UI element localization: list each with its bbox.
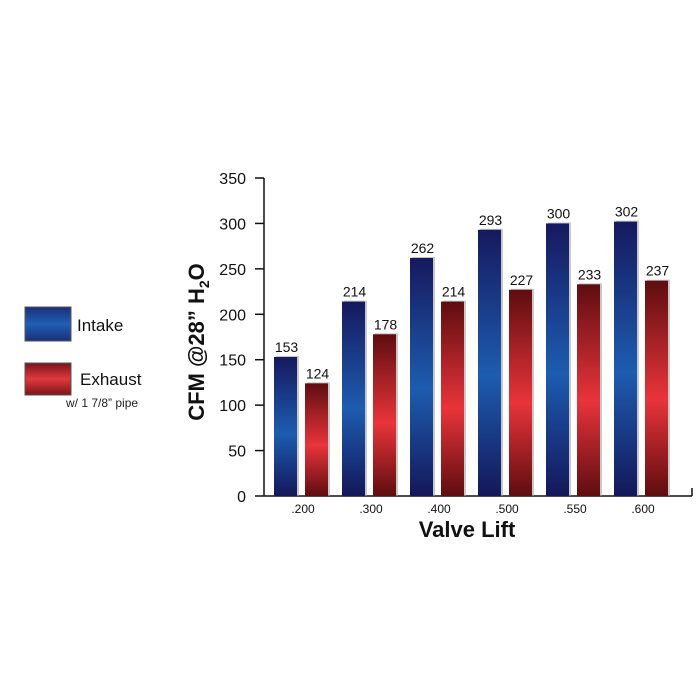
data-label-intake: 302: [615, 204, 639, 220]
data-label-exhaust: 214: [442, 284, 466, 300]
bar-intake: [274, 356, 297, 496]
legend-swatch-exhaust: [24, 362, 72, 396]
y-tick-label: 100: [219, 398, 246, 415]
bar-intake: [546, 223, 569, 496]
y-ticks: 0 50 100 150 200 250 300 350: [219, 171, 264, 506]
bar-exhaust: [373, 334, 396, 496]
x-ticks: .200 .300 .400 .500 .550 .600: [291, 502, 655, 516]
y-axis-title: CFM @28” H2O: [184, 263, 212, 421]
data-label-exhaust: 178: [374, 316, 398, 332]
bar-intake: [410, 257, 433, 496]
legend: Intake Exhaust w/ 1 7/8” pipe: [24, 306, 142, 410]
x-tick-label: .600: [631, 502, 655, 516]
data-label-intake: 153: [275, 339, 299, 355]
x-tick-label: .300: [359, 502, 383, 516]
y-tick-label: 50: [228, 444, 246, 461]
bar-intake: [614, 221, 637, 496]
bar-exhaust: [509, 289, 532, 496]
y-axis-title-subscript: 2: [196, 280, 212, 288]
bars: 153 124 214 178 262 214 293 227 300 233 302 237: [274, 204, 670, 496]
data-label-intake: 293: [479, 212, 503, 228]
legend-label-intake: Intake: [77, 316, 123, 335]
data-label-intake: 262: [411, 240, 435, 256]
bar-exhaust: [305, 383, 328, 496]
legend-note: w/ 1 7/8” pipe: [65, 396, 138, 410]
x-tick-label: .550: [563, 502, 587, 516]
y-tick-label: 0: [237, 489, 246, 506]
data-label-exhaust: 124: [306, 365, 330, 381]
x-tick-label: .500: [495, 502, 519, 516]
x-axis-title: Valve Lift: [419, 517, 516, 542]
bar-exhaust: [441, 301, 464, 496]
bar-exhaust: [577, 284, 600, 496]
data-label-exhaust: 233: [578, 266, 602, 282]
data-label-exhaust: 227: [510, 272, 534, 288]
bar-intake: [478, 229, 501, 496]
data-label-intake: 300: [547, 205, 571, 221]
data-label-intake: 214: [343, 284, 367, 300]
data-label-exhaust: 237: [646, 263, 670, 279]
y-tick-label: 250: [219, 262, 246, 279]
y-axis-title-tail: O: [184, 263, 209, 280]
bar-exhaust: [645, 280, 668, 496]
legend-swatch-intake: [24, 306, 72, 342]
legend-label-exhaust: Exhaust: [80, 370, 142, 389]
x-tick-label: .400: [427, 502, 451, 516]
y-tick-label: 350: [219, 171, 246, 188]
y-tick-label: 200: [219, 307, 246, 324]
x-tick-label: .200: [291, 502, 315, 516]
bar-intake: [342, 301, 365, 496]
y-tick-label: 150: [219, 353, 246, 370]
y-tick-label: 300: [219, 216, 246, 233]
y-axis-title-main: CFM @28” H: [184, 288, 209, 421]
